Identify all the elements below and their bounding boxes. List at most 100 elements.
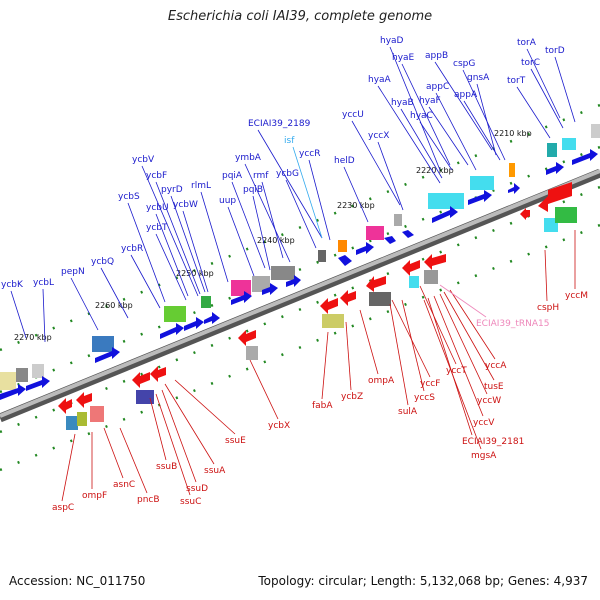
forward-gene-label[interactable]: hyaD xyxy=(380,36,404,46)
reverse-gene-label[interactable]: fabA xyxy=(312,401,333,411)
gene-arrow-reverse xyxy=(132,372,150,388)
gene-arrow-reverse xyxy=(58,398,72,414)
gene-arrow-reverse xyxy=(424,254,446,270)
reverse-gene-label[interactable]: yccF xyxy=(420,379,440,389)
forward-gene-leader-line xyxy=(463,100,501,161)
forward-gene-label[interactable]: appA xyxy=(454,90,478,100)
gene-arrow-reverse xyxy=(340,290,356,306)
reverse-gene-label[interactable]: ompF xyxy=(82,491,107,501)
misc-gene-label[interactable]: isf xyxy=(284,136,295,146)
forward-gene-label[interactable]: ycbV xyxy=(132,155,155,165)
forward-gene-label[interactable]: pepN xyxy=(61,267,85,277)
reverse-gene-label[interactable]: ssuE xyxy=(225,436,246,446)
forward-gene-leader-line xyxy=(141,165,199,297)
forward-gene-label[interactable]: yccX xyxy=(368,131,389,141)
forward-gene-label[interactable]: uup xyxy=(219,196,236,206)
reverse-gene-label[interactable]: ycbZ xyxy=(341,392,363,402)
reverse-gene-label[interactable]: yccS xyxy=(414,393,435,403)
forward-gene-label[interactable]: hyaA xyxy=(368,75,392,85)
forward-gene-leader-line xyxy=(435,92,477,171)
forward-gene-label[interactable]: cspG xyxy=(453,59,475,69)
reverse-gene-label[interactable]: ycbX xyxy=(268,421,290,431)
forward-outer-track xyxy=(0,103,600,352)
forward-gene-leader-line xyxy=(200,191,229,283)
gene-arrow-forward xyxy=(26,376,50,391)
reverse-gene-label[interactable]: tusE xyxy=(484,382,504,392)
feature-box xyxy=(231,280,251,296)
reverse-gene-label[interactable]: sulA xyxy=(398,407,418,417)
gene-arrow-reverse xyxy=(238,330,256,346)
forward-gene-label[interactable]: ycbU xyxy=(146,203,169,213)
forward-gene-label[interactable]: ymbA xyxy=(235,153,262,163)
forward-gene-label[interactable]: torA xyxy=(517,38,537,48)
genome-backbone xyxy=(0,168,600,423)
reverse-gene-label[interactable]: ompA xyxy=(368,376,395,386)
reverse-gene-label[interactable]: cspH xyxy=(537,303,559,313)
forward-gene-leader-line xyxy=(155,233,187,301)
gene-arrow-reverse xyxy=(366,276,386,292)
gene-arrow-forward xyxy=(231,291,252,305)
forward-gene-leader-line xyxy=(428,106,469,166)
forward-gene-label[interactable]: yccU xyxy=(342,110,364,120)
reverse-gene-label[interactable]: ssuB xyxy=(156,462,177,472)
forward-gene-label[interactable]: torT xyxy=(507,76,526,86)
forward-gene-label[interactable]: appC xyxy=(426,82,449,92)
gene-arrow-forward xyxy=(356,242,374,255)
forward-gene-label[interactable]: ycbW xyxy=(173,200,198,210)
forward-gene-label[interactable]: yccR xyxy=(299,149,320,159)
forward-gene-label[interactable]: rmf xyxy=(253,171,269,181)
forward-gene-label[interactable]: rlmL xyxy=(191,181,211,191)
forward-gene-leader-line xyxy=(400,108,443,179)
reverse-gene-label[interactable]: ECIAI39_2181 xyxy=(462,437,524,447)
reverse-gene-label[interactable]: ssuD xyxy=(186,484,208,494)
forward-gene-label[interactable]: ycbQ xyxy=(91,257,114,267)
forward-gene-label[interactable]: ycbL xyxy=(33,278,54,288)
forward-gene-label[interactable]: ycbK xyxy=(1,280,24,290)
forward-gene-label[interactable]: torD xyxy=(545,46,565,56)
reverse-gene-label[interactable]: mgsA xyxy=(471,451,497,461)
forward-gene-label[interactable]: ycbF xyxy=(146,171,167,181)
forward-gene-label[interactable]: hyaF xyxy=(419,96,441,106)
gene-arrow-forward xyxy=(432,206,458,223)
reverse-gene-leader-line xyxy=(119,427,148,494)
rna-gene-label[interactable]: ECIAI39_tRNA15 xyxy=(476,319,550,329)
reverse-gene-label[interactable]: ssuA xyxy=(204,466,226,476)
forward-gene-label[interactable]: hyaE xyxy=(392,53,415,63)
reverse-gene-label[interactable]: pncB xyxy=(137,495,160,505)
forward-gene-leader-line xyxy=(261,181,284,259)
reverse-gene-label[interactable]: yccW xyxy=(477,396,501,406)
reverse-gene-label[interactable]: yccA xyxy=(485,361,507,371)
forward-gene-leader-line xyxy=(434,61,493,151)
forward-gene-leader-line xyxy=(227,206,255,277)
forward-gene-label[interactable]: ycbT xyxy=(146,223,168,233)
forward-inner-track xyxy=(0,145,600,394)
page-title: Escherichia coli IAI39, complete genome xyxy=(167,9,433,24)
forward-gene-label[interactable]: pqiA xyxy=(222,171,243,181)
reverse-gene-label[interactable]: asnC xyxy=(113,480,135,490)
forward-gene-label[interactable]: torC xyxy=(521,58,540,68)
forward-gene-label[interactable]: appB xyxy=(425,51,448,61)
forward-gene-label[interactable]: ycbR xyxy=(121,244,143,254)
gene-labels: torA torD torC torT appB cspG gnsA appC appA hyaD… xyxy=(1,36,588,513)
dotted-tracks xyxy=(0,103,600,472)
reverse-gene-label[interactable]: yccM xyxy=(565,291,588,301)
forward-gene-label[interactable]: ECIAI39_2189 xyxy=(248,119,311,129)
forward-gene-label[interactable]: pqiB xyxy=(243,185,263,195)
forward-gene-leader-line xyxy=(127,202,166,303)
gene-arrow-reverse xyxy=(150,366,166,382)
reverse-gene-label[interactable]: yccV xyxy=(473,418,495,428)
forward-gene-leader-line xyxy=(343,166,369,223)
forward-gene-label[interactable]: helD xyxy=(334,156,355,166)
forward-gene-label[interactable]: hyaC xyxy=(410,111,433,121)
feature-boxes xyxy=(0,124,600,430)
reverse-gene-label[interactable]: aspC xyxy=(52,503,74,513)
forward-gene-label[interactable]: hyaB xyxy=(391,98,414,108)
reverse-gene-label[interactable]: ssuC xyxy=(180,497,201,507)
forward-gene-label[interactable]: gnsA xyxy=(467,73,490,83)
forward-gene-label[interactable]: ycbS xyxy=(118,192,140,202)
forward-gene-label[interactable]: pyrD xyxy=(161,185,183,195)
forward-gene-label[interactable]: ycbG xyxy=(276,169,299,179)
reverse-gene-leader-line xyxy=(164,383,215,465)
reverse-gene-label[interactable]: yccT xyxy=(446,366,467,376)
